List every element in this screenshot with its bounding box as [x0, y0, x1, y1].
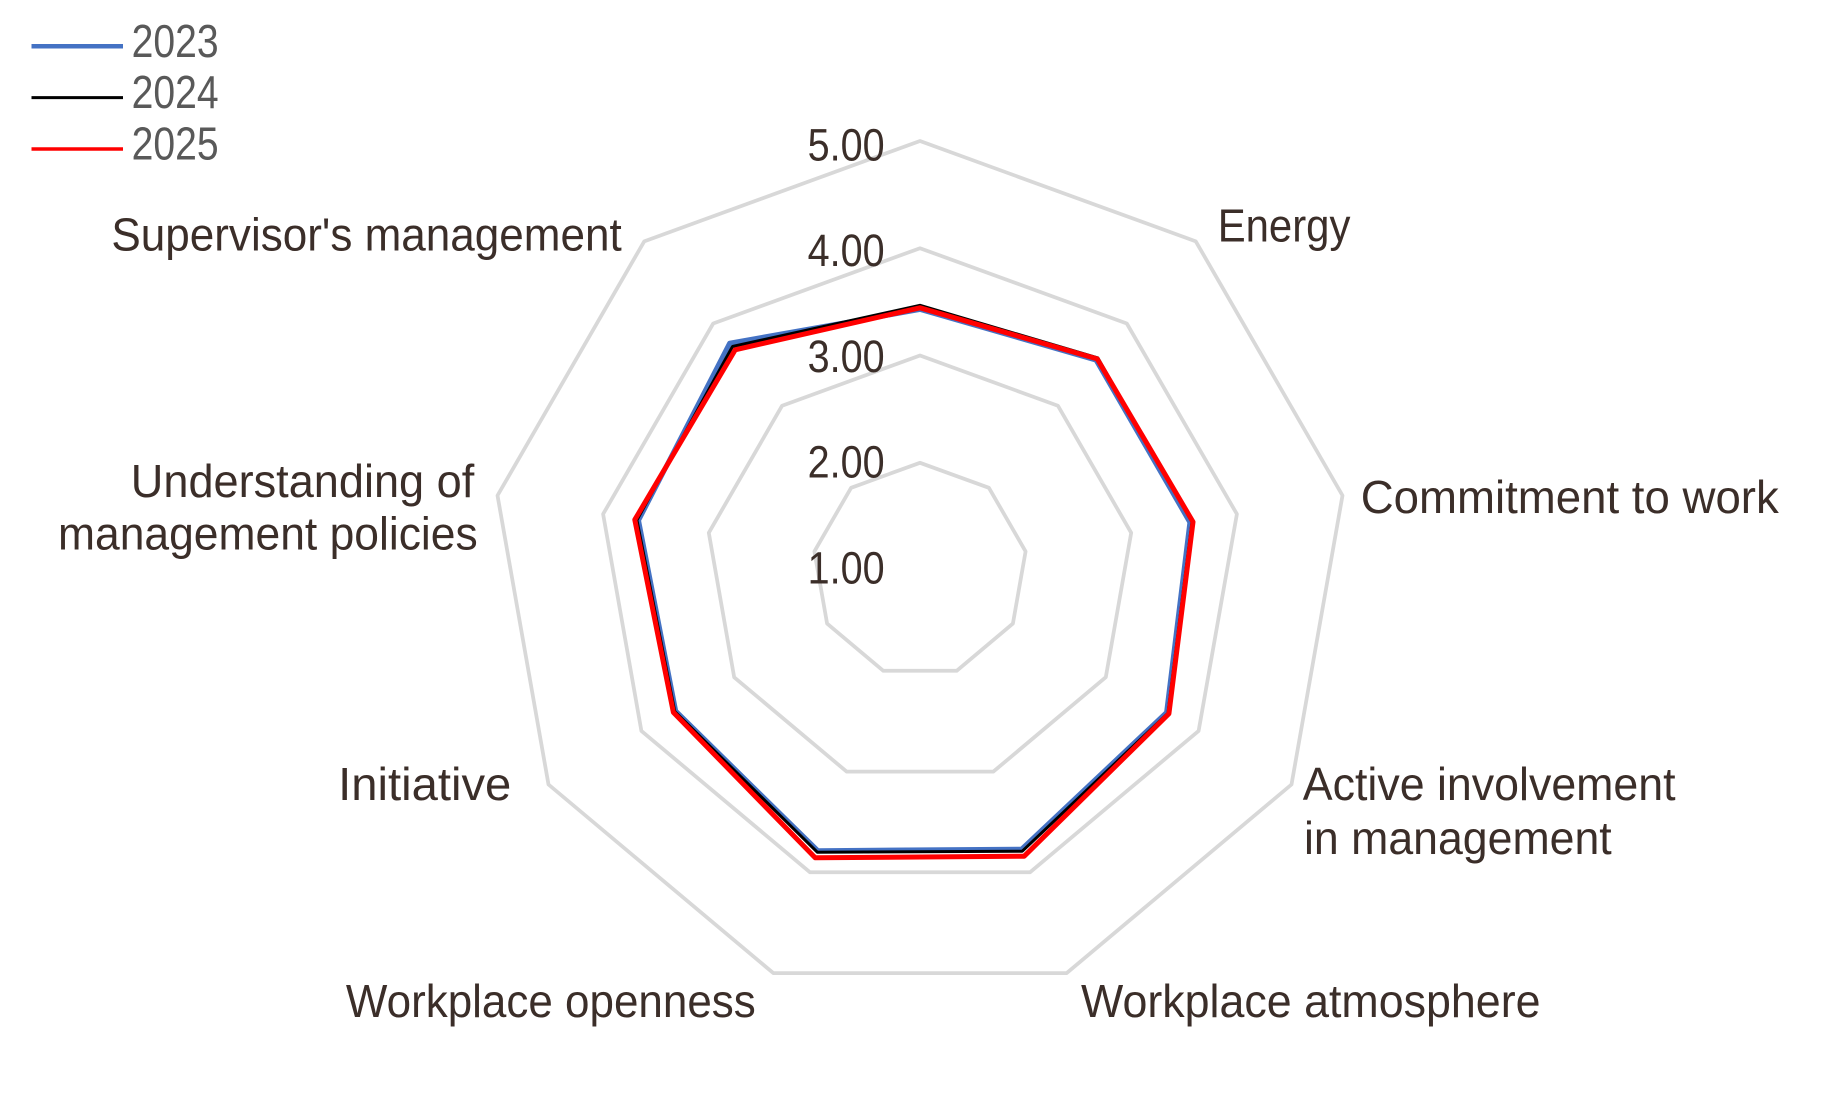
- svg-text:management policies: management policies: [58, 508, 478, 560]
- svg-text:2.00: 2.00: [808, 437, 885, 488]
- svg-text:Initiative: Initiative: [338, 758, 511, 810]
- svg-text:5.00: 5.00: [808, 120, 885, 171]
- svg-text:2023: 2023: [132, 15, 219, 67]
- svg-text:2024: 2024: [132, 66, 219, 118]
- svg-text:Understanding of: Understanding of: [131, 455, 475, 507]
- svg-text:Workplace openness: Workplace openness: [346, 975, 756, 1027]
- svg-text:Workplace atmosphere: Workplace atmosphere: [1081, 975, 1541, 1027]
- svg-text:1.00: 1.00: [808, 542, 885, 593]
- svg-text:2025: 2025: [132, 118, 219, 170]
- svg-text:Energy: Energy: [1218, 200, 1351, 252]
- svg-text:3.00: 3.00: [808, 331, 885, 382]
- svg-text:Commitment to work: Commitment to work: [1361, 471, 1780, 523]
- svg-text:in management: in management: [1304, 812, 1612, 864]
- svg-text:Supervisor's management: Supervisor's management: [111, 209, 622, 261]
- svg-text:Active involvement: Active involvement: [1303, 758, 1676, 810]
- svg-text:4.00: 4.00: [808, 225, 885, 276]
